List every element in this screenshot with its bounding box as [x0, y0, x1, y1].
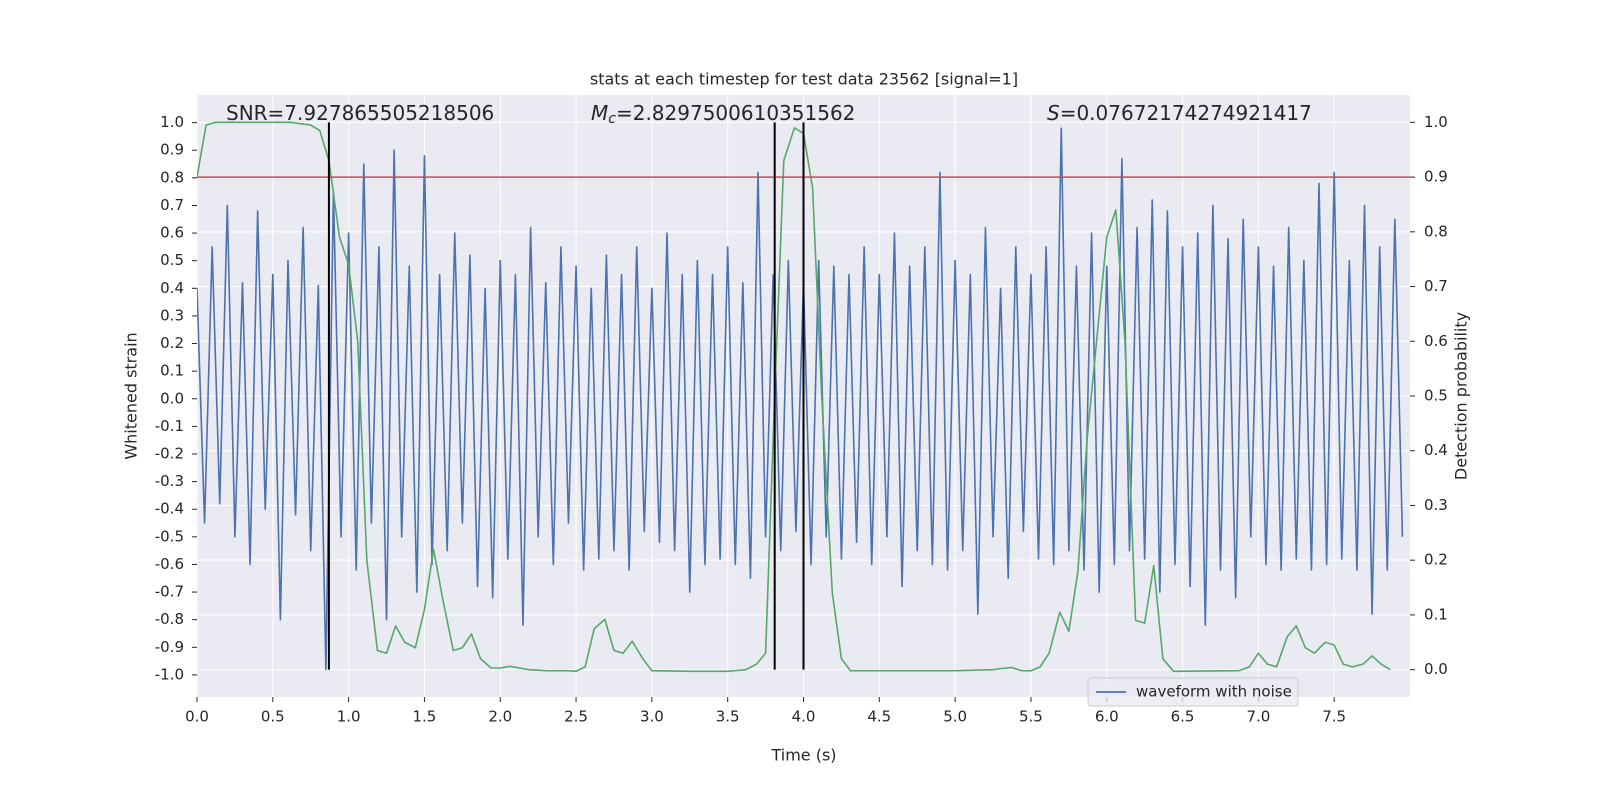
- x-tick-label: 1.0: [337, 708, 361, 726]
- y2-tick-label: 0.5: [1424, 387, 1448, 405]
- y-axis-label: Whitened strain: [122, 332, 141, 459]
- x-tick-label: 7.0: [1246, 708, 1270, 726]
- annotation-symbol: S: [1047, 101, 1060, 125]
- x-tick-label: 2.0: [488, 708, 512, 726]
- annotation: S=0.07672174274921417: [1047, 101, 1312, 125]
- annotation-subscript: c: [608, 111, 616, 127]
- legend-box: [1087, 677, 1299, 707]
- y-tick-label: 1.0: [160, 113, 184, 131]
- annotation-text: =0.07672174274921417: [1060, 101, 1312, 125]
- y-tick-label: 0.0: [160, 389, 184, 407]
- y2-tick-label: 0.1: [1424, 605, 1448, 623]
- y2-tick-label: 0.9: [1424, 168, 1448, 186]
- annotation-symbol: M: [591, 101, 608, 125]
- x-tick-label: 1.5: [413, 708, 437, 726]
- x-tick-label: 5.5: [1019, 708, 1043, 726]
- y-tick-label: -0.2: [155, 444, 184, 462]
- y-tick-label: -0.4: [155, 500, 184, 518]
- y-tick-label: -0.6: [155, 555, 184, 573]
- y2-axis-label: Detection probability: [1452, 312, 1471, 480]
- y-tick-label: 0.3: [160, 306, 184, 324]
- x-tick-label: 0.0: [185, 708, 209, 726]
- y2-tick-label: 1.0: [1424, 113, 1448, 131]
- y-tick-label: -0.1: [155, 417, 184, 435]
- x-tick-label: 5.0: [943, 708, 967, 726]
- x-tick-label: 6.0: [1095, 708, 1119, 726]
- y2-tick-label: 0.7: [1424, 277, 1448, 295]
- legend-label: waveform with noise: [1136, 683, 1292, 701]
- y2-tick-label: 0.0: [1424, 660, 1448, 678]
- y-tick-label: -1.0: [155, 665, 184, 683]
- y2-tick-label: 0.2: [1424, 551, 1448, 569]
- annotation: Mc=2.8297500610351562: [591, 101, 855, 128]
- series-line: [197, 121, 1391, 673]
- x-axis-label: Time (s): [770, 746, 836, 765]
- x-tick-label: 0.5: [261, 708, 285, 726]
- chart-title: stats at each timestep for test data 235…: [590, 70, 1018, 89]
- y-tick-label: 0.8: [160, 168, 184, 186]
- x-tick-label: 2.5: [564, 708, 588, 726]
- annotation-text: =2.8297500610351562: [616, 101, 855, 125]
- y-tick-label: -0.7: [155, 583, 184, 601]
- x-tick-label: 7.5: [1322, 708, 1346, 726]
- x-tick-label: 3.0: [640, 708, 664, 726]
- x-tick-label: 6.5: [1171, 708, 1195, 726]
- x-tick-label: 4.0: [792, 708, 816, 726]
- annotation-text: SNR=7.927865505218506: [226, 101, 494, 125]
- y-tick-label: 0.4: [160, 279, 184, 297]
- y2-tick-label: 0.3: [1424, 496, 1448, 514]
- y-tick-label: 0.5: [160, 251, 184, 269]
- y-tick-label: -0.9: [155, 638, 184, 656]
- y-tick-label: 0.6: [160, 224, 184, 242]
- y-tick-label: 0.1: [160, 362, 184, 380]
- x-tick-label: 3.5: [716, 708, 740, 726]
- y-tick-label: 0.2: [160, 334, 184, 352]
- y2-tick-label: 0.4: [1424, 441, 1448, 459]
- y2-tick-label: 0.6: [1424, 332, 1448, 350]
- y-tick-label: 0.9: [160, 141, 184, 159]
- x-tick-label: 4.5: [867, 708, 891, 726]
- y-tick-label: -0.8: [155, 610, 184, 628]
- y-tick-label: -0.5: [155, 527, 184, 545]
- y-tick-label: -0.3: [155, 472, 184, 490]
- y2-tick-label: 0.8: [1424, 222, 1448, 240]
- annotation: SNR=7.927865505218506: [226, 101, 494, 125]
- series-line: [197, 127, 1404, 671]
- y-tick-label: 0.7: [160, 196, 184, 214]
